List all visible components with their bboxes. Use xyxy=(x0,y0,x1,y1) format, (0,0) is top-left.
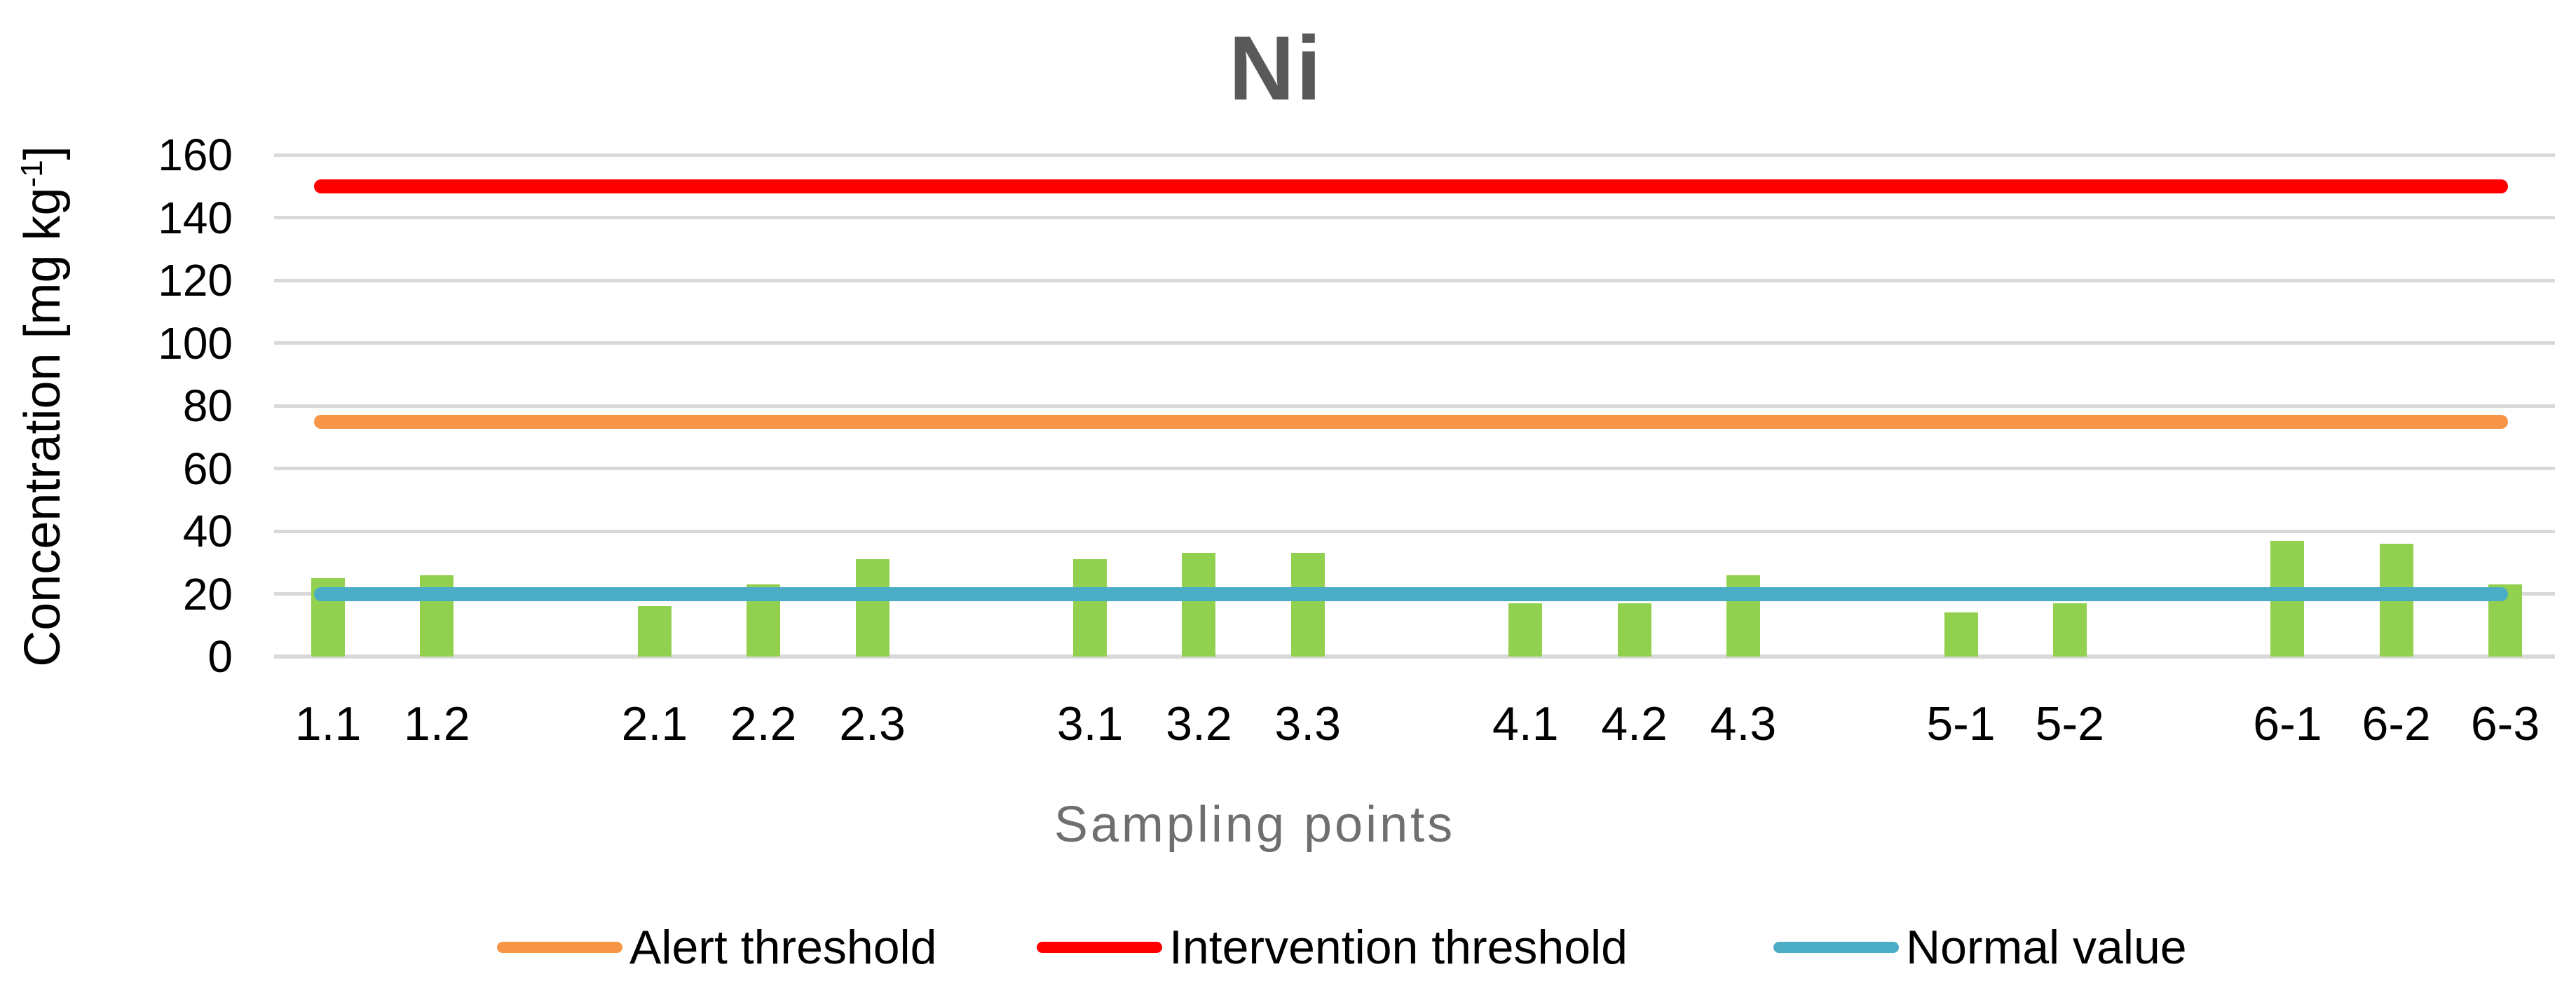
x-tick-label-4.3: 4.3 xyxy=(1710,697,1777,750)
gridline-80 xyxy=(274,404,2555,408)
x-tick-label-3.3: 3.3 xyxy=(1274,697,1341,750)
gridline-40 xyxy=(274,529,2555,533)
bar-3.2 xyxy=(1182,553,1216,657)
gridline-100 xyxy=(274,341,2555,345)
gridline-120 xyxy=(274,278,2555,282)
legend-item-alert-threshold: Alert threshold xyxy=(497,919,936,975)
gridline-60 xyxy=(274,467,2555,471)
y-axis-title-superscript: -1 xyxy=(15,160,49,188)
x-tick-label-1.1: 1.1 xyxy=(294,697,362,750)
y-tick-label-40: 40 xyxy=(182,506,233,557)
bar-2.3 xyxy=(855,559,890,657)
normal-value-line xyxy=(314,586,2508,601)
alert-threshold-legend-label: Alert threshold xyxy=(629,921,937,974)
y-tick-label-20: 20 xyxy=(182,568,233,619)
normal-value-legend-label: Normal value xyxy=(1906,921,2187,974)
x-tick-label-4.2: 4.2 xyxy=(1601,697,1668,750)
y-axis-title: Concentration [mg kg-1] xyxy=(14,0,73,897)
y-tick-label-0: 0 xyxy=(207,631,233,682)
x-tick-label-6-1: 6-1 xyxy=(2253,697,2322,750)
legend-item-intervention-threshold: Intervention threshold xyxy=(1037,919,1628,975)
bar-5-1 xyxy=(1944,612,1978,657)
gridline-140 xyxy=(274,216,2555,220)
intervention-threshold-line xyxy=(314,179,2508,194)
legend-item-normal-value: Normal value xyxy=(1773,919,2187,975)
y-axis-title-text: Concentration [mg kg xyxy=(15,187,71,667)
y-tick-label-80: 80 xyxy=(182,380,233,432)
bar-5-2 xyxy=(2052,603,2087,657)
y-tick-label-160: 160 xyxy=(158,130,233,181)
x-tick-label-4.1: 4.1 xyxy=(1492,697,1559,750)
gridline-0 xyxy=(274,654,2555,659)
x-tick-label-2.2: 2.2 xyxy=(730,697,797,750)
x-tick-label-1.2: 1.2 xyxy=(404,697,470,750)
intervention-threshold-legend-swatch xyxy=(1037,942,1162,953)
y-axis-title-bracket: ] xyxy=(15,146,71,160)
x-tick-label-3.1: 3.1 xyxy=(1056,697,1124,750)
bar-4.2 xyxy=(1617,603,1651,657)
x-tick-label-6-2: 6-2 xyxy=(2362,697,2431,750)
y-tick-label-120: 120 xyxy=(158,255,233,306)
bar-2.1 xyxy=(637,606,672,657)
x-axis-title: Sampling points xyxy=(1054,797,1456,853)
y-tick-label-140: 140 xyxy=(158,192,233,243)
normal-value-legend-swatch xyxy=(1773,942,1899,953)
bar-4.1 xyxy=(1508,603,1543,657)
y-tick-label-100: 100 xyxy=(158,317,233,369)
alert-threshold-line xyxy=(314,414,2508,429)
chart-title: Ni xyxy=(1229,17,1323,119)
bar-3.1 xyxy=(1073,559,1108,657)
x-tick-label-6-3: 6-3 xyxy=(2470,697,2540,750)
gridline-160 xyxy=(274,153,2555,157)
bar-3.3 xyxy=(1290,553,1325,657)
x-tick-label-5-1: 5-1 xyxy=(1926,697,1996,750)
intervention-threshold-legend-label: Intervention threshold xyxy=(1169,921,1628,974)
x-tick-label-2.1: 2.1 xyxy=(621,697,688,750)
x-tick-label-2.3: 2.3 xyxy=(839,697,906,750)
alert-threshold-legend-swatch xyxy=(497,942,622,953)
x-tick-label-3.2: 3.2 xyxy=(1166,697,1232,750)
y-tick-label-60: 60 xyxy=(182,443,233,494)
x-tick-label-5-2: 5-2 xyxy=(2035,697,2104,750)
